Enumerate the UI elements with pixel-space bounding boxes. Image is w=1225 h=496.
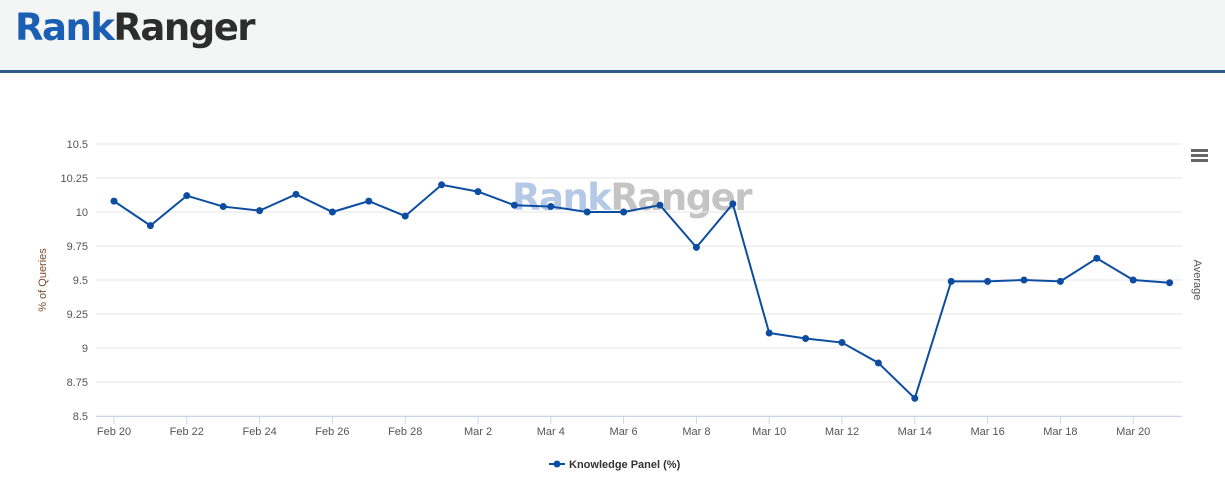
data-point <box>874 359 882 367</box>
legend-marker <box>553 460 561 468</box>
data-point <box>911 394 919 402</box>
data-point <box>656 201 664 209</box>
y-tick-label: 10 <box>76 207 88 219</box>
y-tick-label: 9.75 <box>67 241 88 253</box>
data-point <box>692 243 700 251</box>
y-tick-label: 9 <box>82 343 88 355</box>
data-point <box>838 339 846 347</box>
x-tick-label: Mar 20 <box>1116 426 1150 438</box>
y-tick-label: 10.25 <box>60 173 88 185</box>
y-tick-label: 9.5 <box>73 275 88 287</box>
data-point <box>802 334 810 342</box>
data-point <box>401 212 409 220</box>
x-tick-label: Mar 10 <box>752 426 786 438</box>
data-point <box>620 208 628 216</box>
x-tick-label: Mar 16 <box>970 426 1004 438</box>
x-tick-label: Mar 12 <box>825 426 859 438</box>
logo-ranger: Ranger <box>113 6 255 49</box>
data-point <box>984 277 992 285</box>
x-tick-label: Feb 28 <box>388 426 422 438</box>
x-tick-label: Feb 24 <box>242 426 276 438</box>
data-point <box>947 277 955 285</box>
data-point <box>438 181 446 189</box>
y-axis-title: % of Queries <box>37 248 49 312</box>
y-axis-title-right: Average <box>1191 260 1203 301</box>
data-point <box>583 208 591 216</box>
data-point <box>1093 254 1101 262</box>
data-point <box>146 222 154 230</box>
hamburger-menu-icon[interactable] <box>1191 149 1208 152</box>
data-point <box>328 208 336 216</box>
data-point <box>219 203 227 211</box>
data-point <box>547 203 555 211</box>
data-point <box>183 192 191 200</box>
data-point <box>292 190 300 198</box>
x-tick-label: Feb 22 <box>170 426 204 438</box>
header: RankRanger <box>0 0 1225 73</box>
data-point <box>1166 279 1174 287</box>
data-point <box>365 197 373 205</box>
data-point <box>1056 277 1064 285</box>
data-point <box>510 201 518 209</box>
y-tick-label: 8.75 <box>67 377 88 389</box>
watermark: RankRanger <box>512 176 753 219</box>
x-tick-label: Mar 14 <box>898 426 932 438</box>
legend-item[interactable]: Knowledge Panel (%) <box>569 459 681 471</box>
data-point <box>1129 276 1137 284</box>
x-tick-label: Mar 4 <box>537 426 565 438</box>
x-tick-label: Mar 8 <box>682 426 710 438</box>
data-point <box>474 188 482 196</box>
data-point <box>1020 276 1028 284</box>
x-tick-label: Mar 6 <box>610 426 638 438</box>
x-tick-label: Mar 18 <box>1043 426 1077 438</box>
data-point <box>256 207 264 215</box>
x-tick-label: Feb 20 <box>97 426 131 438</box>
y-tick-label: 9.25 <box>67 309 88 321</box>
x-tick-label: Mar 2 <box>464 426 492 438</box>
x-tick-label: Feb 26 <box>315 426 349 438</box>
data-point <box>765 329 773 337</box>
y-tick-label: 10.5 <box>67 139 88 151</box>
data-point <box>729 200 737 208</box>
series-line <box>113 183 1170 401</box>
logo[interactable]: RankRanger <box>15 6 256 49</box>
y-tick-label: 8.5 <box>73 411 88 423</box>
hamburger-menu-icon[interactable] <box>1191 154 1208 157</box>
logo-rank: Rank <box>15 6 115 49</box>
line-chart: RankRanger 8.5 8.75 9 9.25 9.5 9.75 10 10.25 10.5… <box>37 139 1208 471</box>
data-point <box>110 197 118 205</box>
hamburger-menu-icon[interactable] <box>1191 159 1208 162</box>
